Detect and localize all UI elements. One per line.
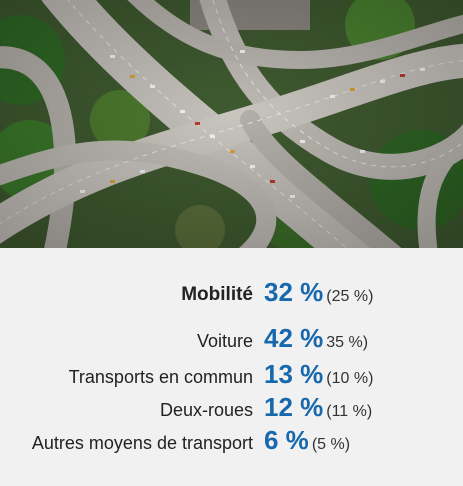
stat-previous: 35 %) [326, 334, 369, 351]
stat-label: Autres moyens de transport [31, 433, 253, 453]
stat-previous: (25 %) [326, 288, 374, 305]
mobility-stats-panel: Mobilité 32 % (25 %) Voiture 42 % 35 %) Tr… [0, 248, 463, 486]
stat-previous: (11 %) [326, 403, 373, 420]
stat-percent: 32 % [264, 277, 324, 307]
stat-previous: (10 %) [326, 370, 374, 387]
stat-value: 13 % (10 %) [264, 359, 373, 390]
stat-label: Mobilité [181, 284, 253, 305]
stat-percent: 13 % [264, 359, 324, 389]
stat-value: 32 % (25 %) [264, 277, 373, 308]
stat-label: Deux-roues [159, 400, 253, 420]
stat-percent: 42 % [264, 323, 324, 353]
stat-row-voiture: Voiture 42 % 35 %) [0, 323, 463, 354]
stat-row-mobilite: Mobilité 32 % (25 %) [0, 277, 463, 308]
stat-label: Transports en commun [68, 367, 253, 387]
stat-row-transports-en-commun: Transports en commun 13 % (10 %) [0, 359, 463, 390]
stat-value: 6 % (5 %) [264, 425, 350, 456]
stat-row-autres-moyens: Autres moyens de transport 6 % (5 %) [0, 425, 463, 456]
stat-row-deux-roues: Deux-roues 12 % (11 %) [0, 392, 463, 423]
highway-interchange-photo [0, 0, 463, 248]
stat-percent: 12 % [264, 392, 324, 422]
stat-previous: (5 %) [311, 436, 351, 453]
stat-label: Voiture [196, 331, 253, 351]
stat-value: 42 % 35 %) [264, 323, 368, 354]
stat-percent: 6 % [264, 425, 309, 455]
stat-value: 12 % (11 %) [264, 392, 372, 423]
aerial-highway-illustration [0, 0, 463, 248]
